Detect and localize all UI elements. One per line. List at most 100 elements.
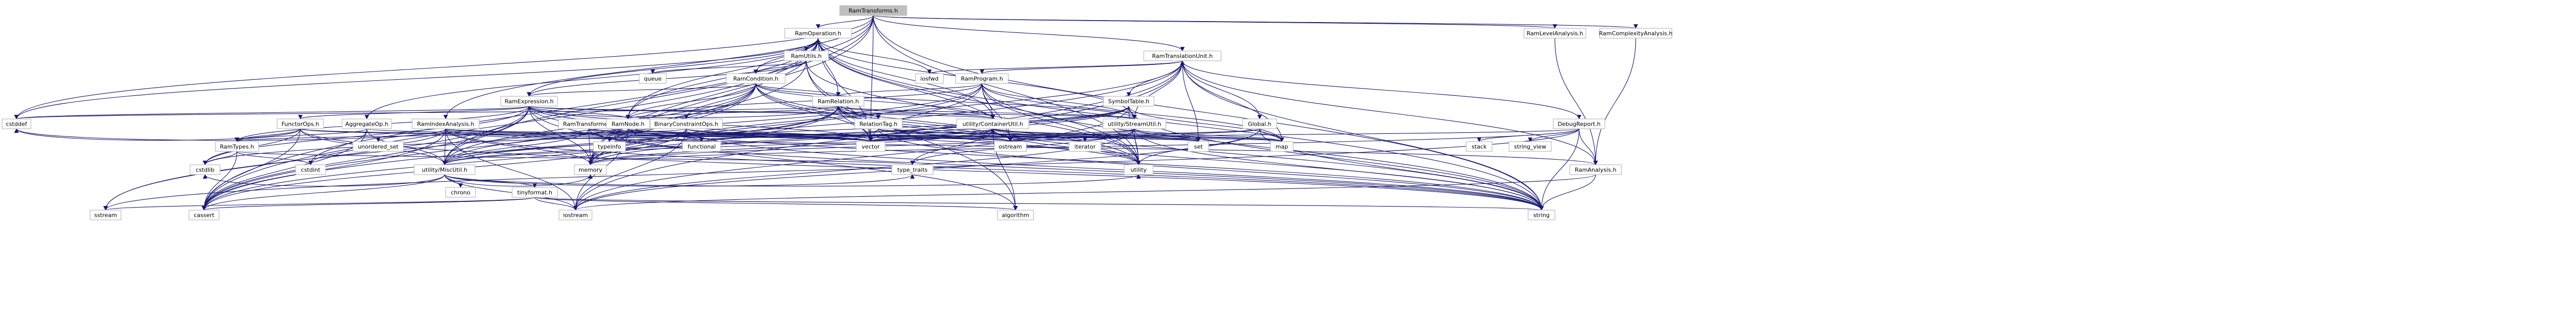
node-box	[682, 141, 721, 152]
node-utility-containerutil-h[interactable]: utility/ContainerUtil.h	[956, 118, 1029, 129]
node-box[interactable]	[956, 118, 1029, 129]
edge-ramtransformer-h-to-ramtranslationunit-h	[588, 60, 1185, 137]
node-debugreport-h[interactable]: DebugReport.h	[1553, 118, 1605, 129]
node-label: queue	[644, 76, 662, 82]
node-box[interactable]	[512, 187, 558, 198]
node-ramprogram-h[interactable]: RamProgram.h	[955, 73, 1009, 84]
edge-binaryconstraintops-h-to-ramtypes-h	[235, 128, 687, 142]
node-label: chrono	[451, 190, 470, 196]
node-box[interactable]	[414, 164, 476, 175]
node-label: algorithm	[1002, 212, 1029, 219]
node-ramcondition-h[interactable]: RamCondition.h	[726, 73, 786, 84]
edge-ramnode-h-to-vector	[628, 128, 873, 142]
node-symboltable-h[interactable]: SymbolTable.h	[1103, 96, 1155, 107]
node-ramtransforms-h[interactable]: RamTransforms.h	[839, 5, 907, 16]
node-ramutils-h[interactable]: RamUtils.h	[784, 50, 829, 61]
node-box[interactable]	[1599, 28, 1672, 39]
node-box[interactable]	[955, 73, 1009, 84]
node-box	[574, 164, 607, 175]
node-ramexpression-h[interactable]: RamExpression.h	[500, 96, 558, 107]
node-global-h[interactable]: Global.h	[1242, 118, 1277, 129]
node-ramnode-h[interactable]: RamNode.h	[606, 118, 650, 129]
edge-ramtypes-h-to-cstdlib	[202, 151, 238, 165]
node-box[interactable]	[726, 73, 786, 84]
nodes-layer: RamTransforms.h RamOperation.h RamTranslat…	[2, 5, 1673, 220]
edge-ramexpression-h-to-memory	[529, 106, 593, 165]
node-utility-streamutil-h[interactable]: utility/StreamUtil.h	[1103, 118, 1166, 129]
node-ramcomplexityanalysis-h[interactable]: RamComplexityAnalysis.h	[1599, 28, 1673, 39]
edge-global-h-to-map	[1259, 128, 1284, 142]
node-sstream: sstream	[90, 210, 122, 220]
edge-ramindexanalysis-h-to-string	[445, 128, 1544, 211]
node-functorops-h[interactable]: FunctorOps.h	[277, 118, 324, 129]
node-label: RamOperation.h	[795, 30, 841, 37]
node-label: memory	[579, 167, 602, 174]
edge-ramrelation-h-to-ramnode-h	[625, 106, 839, 119]
edge-ramutils-h-to-utility	[806, 60, 1141, 165]
edge-debugreport-h-to-string-view	[1528, 128, 1580, 142]
node-box[interactable]	[1569, 164, 1622, 175]
node-ramanalysis-h[interactable]: RamAnalysis.h	[1569, 164, 1622, 175]
node-box[interactable]	[784, 50, 829, 61]
node-box[interactable]	[650, 118, 723, 129]
node-box[interactable]	[839, 5, 907, 16]
edge-ramtypes-h-to-cstdint	[236, 151, 313, 165]
node-box[interactable]	[854, 118, 903, 129]
node-binaryconstraintops-h[interactable]: BinaryConstraintOps.h	[650, 118, 723, 129]
node-box[interactable]	[812, 96, 865, 107]
node-label: typeinfo	[598, 144, 621, 150]
node-label: tinyformat.h	[517, 190, 552, 196]
node-box[interactable]	[1523, 28, 1586, 39]
edge-utility-containerutil-h-to-vector	[868, 128, 993, 142]
node-tinyformat-h[interactable]: tinyformat.h	[512, 187, 558, 198]
node-box[interactable]	[412, 118, 480, 129]
node-ramtranslationunit-h[interactable]: RamTranslationUnit.h	[1143, 50, 1222, 61]
node-ramtransformer-h[interactable]: RamTransformer.h	[558, 118, 620, 129]
node-ramoperation-h[interactable]: RamOperation.h	[784, 28, 852, 39]
node-box[interactable]	[1553, 118, 1605, 129]
edge-ramrelation-h-to-cassert	[201, 106, 839, 211]
node-box[interactable]	[784, 28, 852, 39]
node-label: SymbolTable.h	[1108, 98, 1149, 105]
edge-ramtransforms-h-to-ramcomplexityanalysis-h	[873, 15, 1638, 29]
edge-utility-containerutil-h-to-set	[992, 128, 1201, 142]
edge-utility-streamutil-h-to-iostream	[573, 128, 1135, 211]
node-type-traits: type_traits	[891, 164, 934, 175]
node-box[interactable]	[277, 118, 324, 129]
node-box[interactable]	[215, 141, 259, 152]
edge-ramexpression-h-to-cassert	[201, 106, 530, 211]
node-ramindexanalysis-h[interactable]: RamIndexAnalysis.h	[412, 118, 480, 129]
node-label: cstdlib	[196, 167, 214, 174]
edge-utility-miscutil-h-to-cstdlib	[202, 174, 445, 187]
node-box[interactable]	[1242, 118, 1277, 129]
edge-ramexpression-h-to-utility-containerutil-h	[529, 106, 995, 119]
edge-ramnode-h-to-ostream	[628, 128, 1012, 142]
node-label: RamRelation.h	[818, 98, 859, 105]
node-box[interactable]	[1103, 118, 1166, 129]
node-box	[1124, 164, 1154, 175]
edge-utility-containerutil-h-to-iterator	[992, 128, 1088, 142]
node-label: RamAnalysis.h	[1575, 167, 1617, 174]
edge-utility-miscutil-h-to-cassert	[201, 174, 445, 211]
node-ramlevelanalysis-h[interactable]: RamLevelAnalysis.h	[1523, 28, 1586, 39]
node-box[interactable]	[342, 118, 392, 129]
node-box[interactable]	[1143, 50, 1222, 61]
node-label: RamTransformer.h	[563, 121, 615, 128]
edge-tinyformat-h-to-iostream	[534, 197, 578, 211]
node-ostream: ostream	[994, 141, 1027, 152]
node-ramrelation-h[interactable]: RamRelation.h	[812, 96, 865, 107]
node-box[interactable]	[500, 96, 558, 107]
node-box[interactable]	[1103, 96, 1155, 107]
node-relationtag-h[interactable]: RelationTag.h	[854, 118, 903, 129]
edge-ramutils-h-to-ramexpression-h	[527, 60, 807, 97]
node-cstdlib: cstdlib	[190, 164, 221, 175]
node-ramtypes-h[interactable]: RamTypes.h	[215, 141, 259, 152]
node-unordered-set: unordered_set	[352, 141, 404, 152]
node-label: sstream	[94, 212, 117, 219]
edge-utility-streamutil-h-to-vector	[868, 128, 1135, 142]
node-utility-miscutil-h[interactable]: utility/MiscUtil.h	[414, 164, 476, 175]
node-aggregateop-h[interactable]: AggregateOp.h	[342, 118, 392, 129]
node-label: ostream	[998, 144, 1022, 150]
node-algorithm: algorithm	[997, 210, 1034, 220]
node-box[interactable]	[606, 118, 650, 129]
